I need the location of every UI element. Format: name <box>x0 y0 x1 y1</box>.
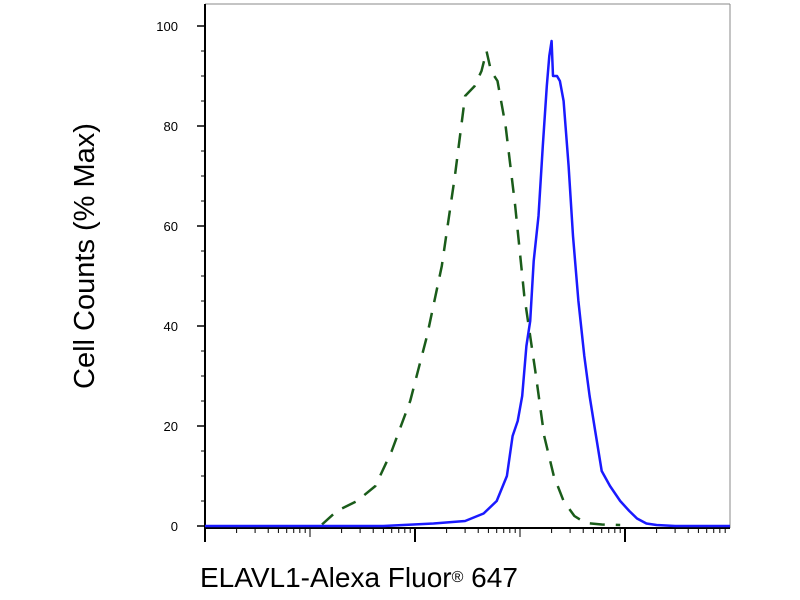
y-tick-label: 0 <box>171 519 178 534</box>
y-axis-label: Cell Counts (% Max) <box>69 123 101 389</box>
y-axis-ticks: 0 20 40 60 80 100 <box>156 19 205 534</box>
plot-frame <box>204 3 731 529</box>
x-axis-label-main: ELAVL1-Alexa Fluor <box>200 562 452 593</box>
y-tick-label: 100 <box>156 19 178 34</box>
x-axis-label-registered: ® <box>451 569 464 586</box>
series-line-solid <box>205 39 730 528</box>
y-tick-label: 40 <box>164 319 178 334</box>
x-axis-label: ELAVL1-Alexa Fluor® 647 <box>200 562 518 594</box>
y-tick-label: 60 <box>164 219 178 234</box>
x-axis-ticks <box>204 528 726 542</box>
x-axis-label-tail: 647 <box>463 562 518 593</box>
series-group <box>205 39 730 528</box>
y-tick-label: 80 <box>164 119 178 134</box>
series-line-dashed <box>321 49 621 527</box>
y-tick-label: 20 <box>164 419 178 434</box>
